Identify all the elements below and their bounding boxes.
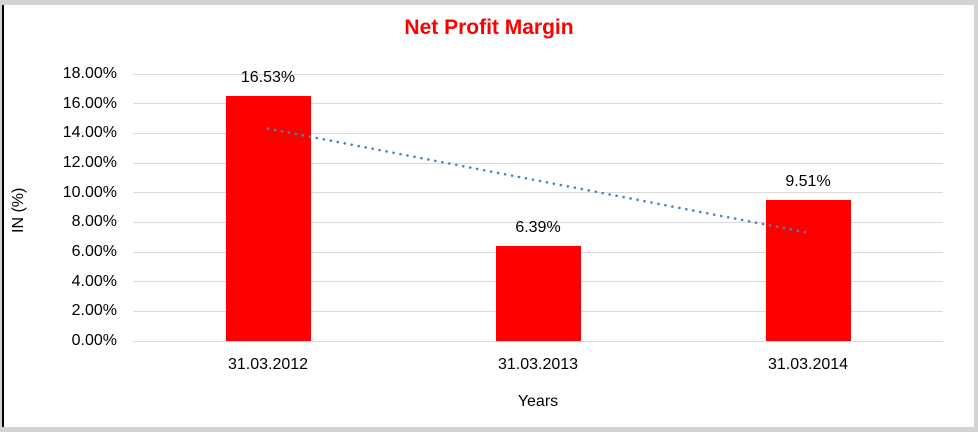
y-tick-label: 2.00% — [71, 302, 117, 320]
y-tick-label: 16.00% — [62, 94, 117, 112]
x-category-label: 31.03.2013 — [497, 356, 579, 373]
window-top-edge — [0, 0, 978, 5]
y-tick-label: 8.00% — [71, 213, 117, 231]
gridline — [133, 340, 943, 342]
gridline — [133, 192, 943, 194]
y-tick-label: 0.00% — [71, 332, 117, 349]
gridline — [133, 103, 943, 105]
bar-data-label: 16.53% — [240, 68, 296, 86]
bar — [225, 95, 311, 341]
gridline — [133, 162, 943, 164]
bar — [495, 246, 581, 341]
y-tick-label: 4.00% — [71, 272, 117, 290]
window-left-edge — [0, 0, 2, 432]
x-category-label: 31.03.2012 — [227, 356, 309, 373]
bar-data-label: 6.39% — [515, 219, 561, 237]
window-right-edge — [974, 0, 978, 432]
x-axis-title: Years — [517, 393, 559, 410]
bar — [765, 199, 851, 341]
gridline — [133, 221, 943, 223]
y-tick-label: 10.00% — [62, 183, 117, 201]
y-tick-label: 12.00% — [62, 154, 117, 171]
window-left-border — [2, 5, 4, 427]
bar-data-label: 9.51% — [785, 172, 831, 190]
chart-title: Net Profit Margin — [404, 16, 574, 39]
window-bottom-edge — [0, 427, 978, 432]
y-tick-label: 14.00% — [62, 124, 117, 142]
y-tick-label: 18.00% — [62, 65, 117, 82]
gridline — [133, 73, 943, 75]
gridline — [133, 132, 943, 134]
y-tick-label: 6.00% — [71, 243, 117, 260]
x-category-label: 31.03.2014 — [767, 356, 849, 373]
